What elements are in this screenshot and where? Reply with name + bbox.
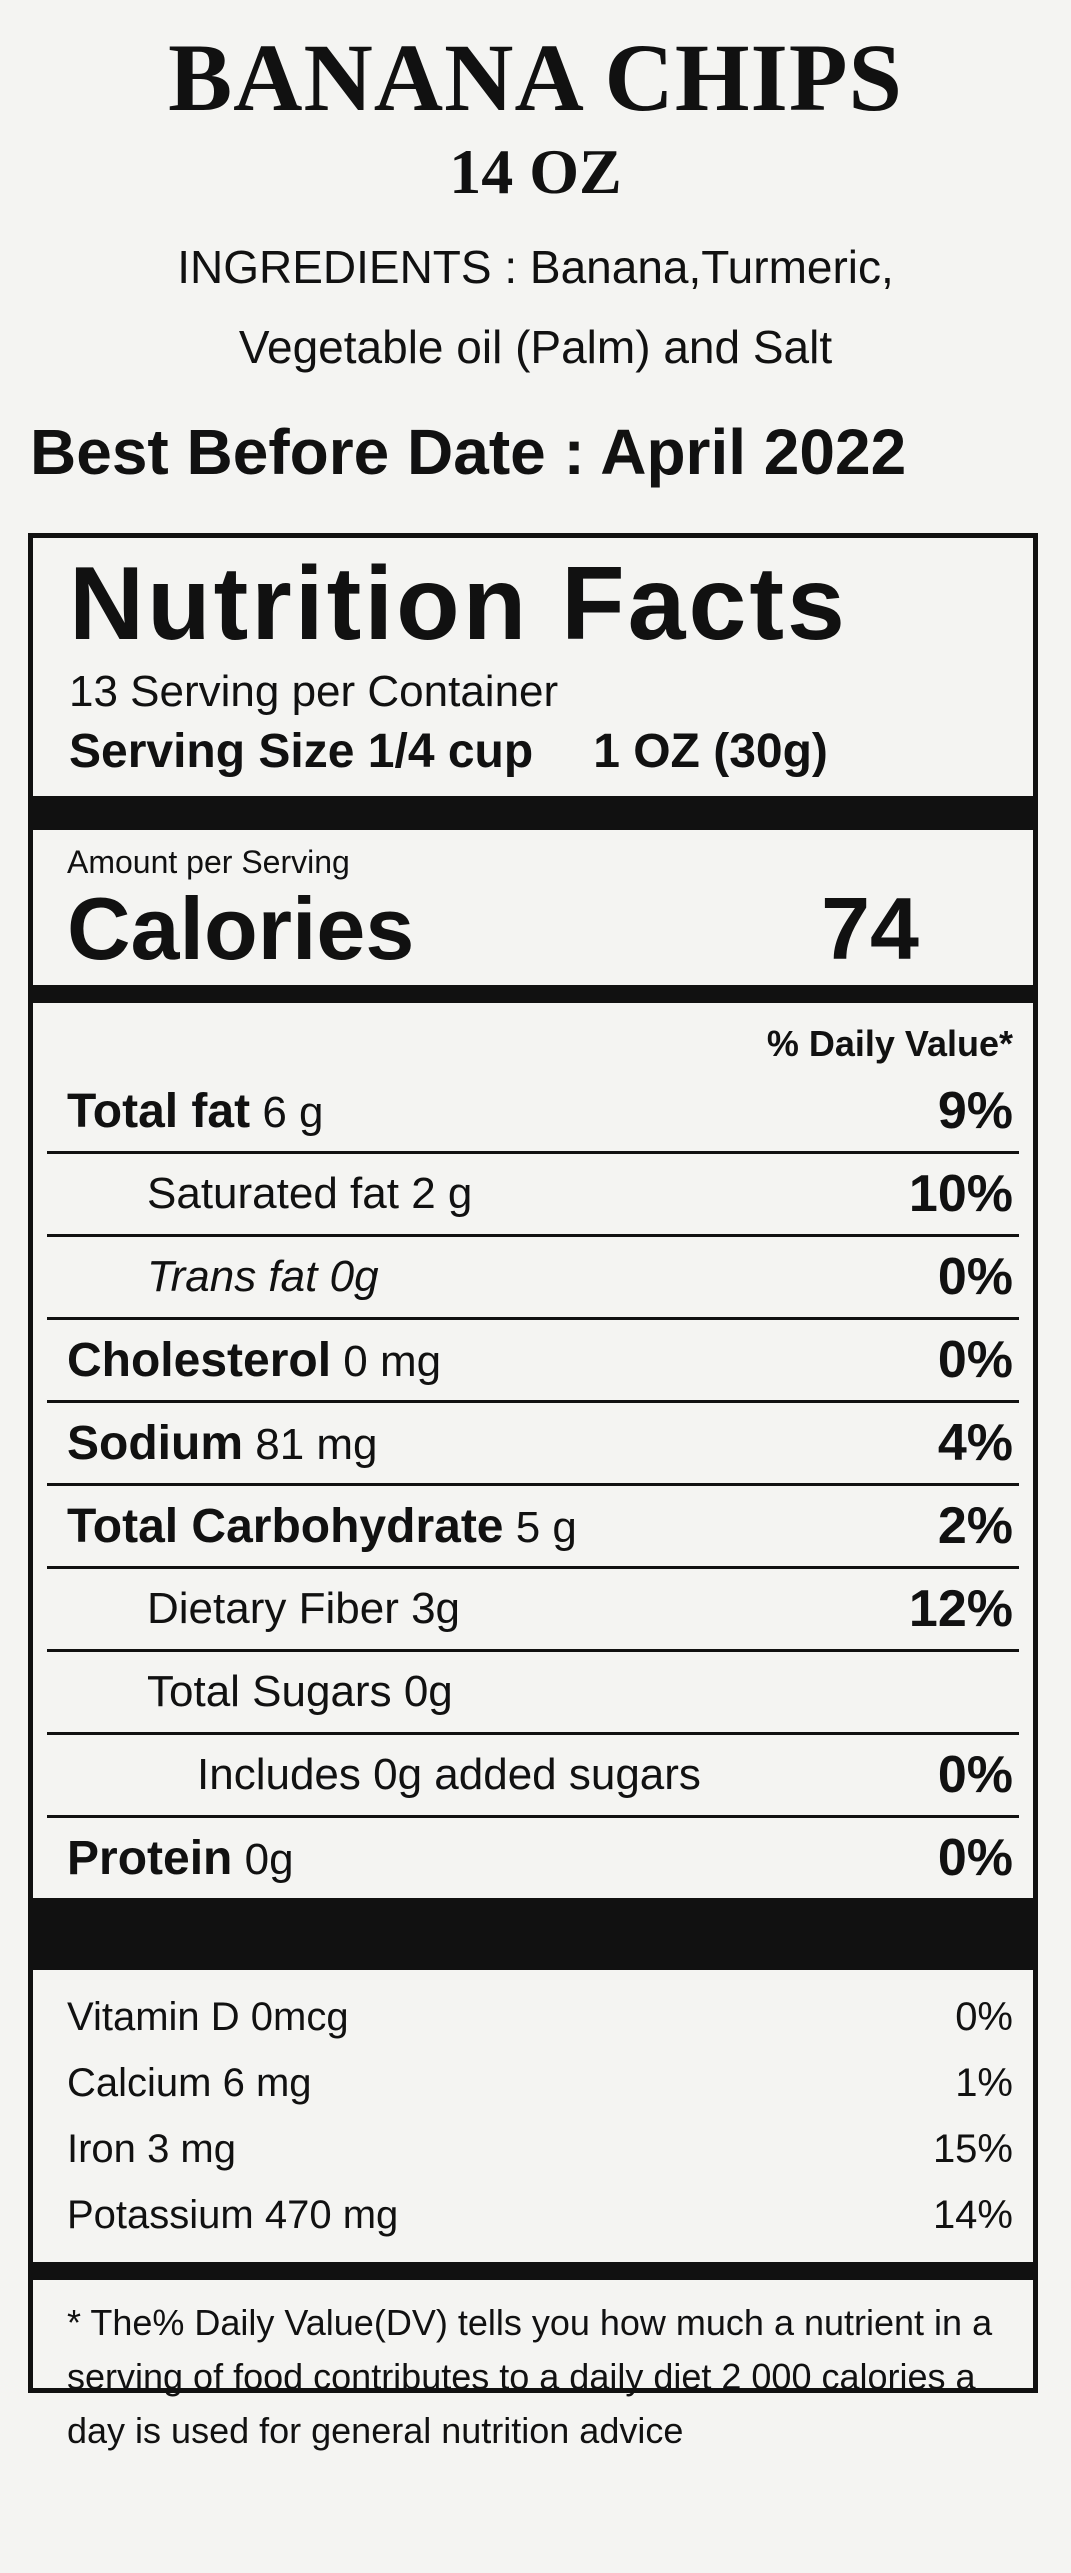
serving-size: Serving Size 1/4 cup 1 OZ (30g): [69, 720, 1019, 784]
vitamin-dv: 14%: [932, 2192, 1013, 2237]
nutrient-row: Dietary Fiber 3g 12%: [47, 1566, 1019, 1649]
vitamin-dv: 0%: [955, 1994, 1013, 2039]
amount-per-serving: Amount per Serving: [67, 844, 350, 880]
net-weight: 14 OZ: [449, 136, 622, 207]
nutrient-label: Dietary Fiber 3g: [67, 1584, 460, 1634]
vitamin-name: Calcium: [67, 2060, 212, 2105]
nutrient-dv: 4%: [937, 1414, 1013, 1472]
nutrient-amount: 0g: [329, 1252, 379, 1301]
nutrient-amount: 5 g: [515, 1502, 577, 1552]
calories-value: 74: [821, 879, 919, 978]
nutrient-label: Sodium 81 mg: [67, 1416, 378, 1471]
nutrient-amount: 0g added sugars: [373, 1750, 701, 1799]
vitamin-row: Iron 3 mg 15%: [47, 2116, 1019, 2182]
nutrient-row: Total fat 6 g 9%: [47, 1071, 1019, 1151]
divider-thick: [33, 796, 1033, 830]
nutrient-amount: 0g: [403, 1667, 453, 1716]
vitamin-rows: Vitamin D 0mcg 0% Calcium 6 mg 1% Iron 3 mg 1…: [47, 1970, 1019, 2248]
nutrient-name: Dietary Fiber: [147, 1584, 399, 1633]
best-before-date: Best Before Date : April 2022: [30, 416, 907, 488]
nutrient-rows: Total fat 6 g 9% Saturated fat 2 g 10% Trans…: [47, 1071, 1019, 1898]
nutrient-label: Total Sugars 0g: [67, 1667, 453, 1717]
vitamin-row: Vitamin D 0mcg 0%: [47, 1984, 1019, 2050]
nutrient-dv: 0%: [937, 1746, 1013, 1804]
nutrition-heading: Nutrition Facts: [69, 546, 848, 662]
nutrient-name: Cholesterol: [67, 1333, 332, 1387]
calories-label: Calories: [67, 879, 415, 978]
divider-medium: [33, 985, 1033, 1003]
nutrient-label: Cholesterol 0 mg: [67, 1333, 441, 1388]
nutrient-row: Saturated fat 2 g 10%: [47, 1151, 1019, 1234]
nutrient-amount: 2 g: [411, 1169, 473, 1218]
daily-value-header: % Daily Value*: [766, 1023, 1013, 1064]
serving-size-weight: 1 OZ (30g): [593, 725, 828, 778]
nutrient-dv: 10%: [908, 1165, 1013, 1223]
vitamin-name: Vitamin D: [67, 1994, 240, 2039]
nutrient-name: Saturated fat: [147, 1169, 399, 1218]
vitamin-amount: 470 mg: [264, 2192, 399, 2237]
vitamin-label: Iron 3 mg: [67, 2127, 236, 2172]
ingredients-line-1: INGREDIENTS : Banana,Turmeric,: [177, 241, 894, 293]
vitamin-dv: 15%: [932, 2126, 1013, 2171]
calories: Calories 74: [67, 881, 919, 977]
nutrient-dv: 9%: [937, 1082, 1013, 1140]
nutrient-label: Saturated fat 2 g: [67, 1169, 472, 1219]
nutrient-amount: 6 g: [262, 1087, 324, 1137]
nutrient-amount: 3g: [411, 1584, 461, 1633]
nutrient-name: Protein: [67, 1831, 233, 1885]
nutrient-row: Sodium 81 mg 4%: [47, 1400, 1019, 1483]
nutrition-facts-panel: Nutrition Facts 13 Serving per Container…: [28, 533, 1038, 2451]
nutrient-row: Total Carbohydrate 5 g 2%: [47, 1483, 1019, 1566]
serving-size-label: Serving Size 1/4 cup: [69, 725, 534, 778]
vitamin-row: Calcium 6 mg 1%: [47, 2050, 1019, 2116]
nutrient-name: Total Sugars: [147, 1667, 392, 1716]
vitamin-amount: 6 mg: [222, 2060, 312, 2105]
vitamin-name: Iron: [67, 2126, 136, 2171]
nutrient-name: Total Carbohydrate: [67, 1499, 504, 1553]
nutrient-label: Protein 0g: [67, 1831, 294, 1886]
nutrient-label: Total Carbohydrate 5 g: [67, 1499, 577, 1554]
nutrient-dv: 0%: [937, 1331, 1013, 1389]
nutrient-label: Trans fat 0g: [67, 1252, 379, 1302]
nutrient-amount: 0g: [244, 1834, 294, 1884]
nutrient-label: Includes 0g added sugars: [67, 1750, 701, 1800]
nutrient-row: Trans fat 0g 0%: [47, 1234, 1019, 1317]
nutrient-dv: 12%: [908, 1580, 1013, 1638]
nutrient-name: Trans fat: [147, 1252, 318, 1301]
vitamin-amount: 3 mg: [147, 2126, 236, 2171]
nutrient-dv: 0%: [937, 1829, 1013, 1887]
nutrient-dv: 2%: [937, 1497, 1013, 1555]
nutrient-amount: 0 mg: [343, 1336, 442, 1386]
nutrient-name: Sodium: [67, 1416, 243, 1470]
nutrient-row: Protein 0g 0%: [47, 1815, 1019, 1898]
vitamin-row: Potassium 470 mg 14%: [47, 2182, 1019, 2248]
servings-per-container: 13 Serving per Container: [69, 667, 559, 716]
nutrient-amount: 81 mg: [255, 1419, 378, 1469]
nutrient-name: Total fat: [67, 1084, 251, 1138]
nutrient-label: Total fat 6 g: [67, 1084, 324, 1139]
divider-medium: [33, 2262, 1033, 2280]
vitamin-amount: 0mcg: [250, 1994, 349, 2039]
product-title: BANANA CHIPS: [168, 24, 903, 131]
vitamin-dv: 1%: [955, 2060, 1013, 2105]
nutrient-row: Total Sugars 0g: [47, 1649, 1019, 1732]
nutrient-row: Cholesterol 0 mg 0%: [47, 1317, 1019, 1400]
divider-thick: [33, 1898, 1033, 1970]
vitamin-label: Calcium 6 mg: [67, 2061, 312, 2106]
footnote: * The% Daily Value(DV) tells you how muc…: [67, 2302, 993, 2451]
nutrient-name: Includes: [197, 1750, 361, 1799]
vitamin-label: Vitamin D 0mcg: [67, 1995, 349, 2040]
vitamin-name: Potassium: [67, 2192, 254, 2237]
nutrient-dv: 0%: [937, 1248, 1013, 1306]
vitamin-label: Potassium 470 mg: [67, 2193, 398, 2238]
ingredients-line-2: Vegetable oil (Palm) and Salt: [238, 321, 833, 373]
nutrient-row: Includes 0g added sugars 0%: [47, 1732, 1019, 1815]
